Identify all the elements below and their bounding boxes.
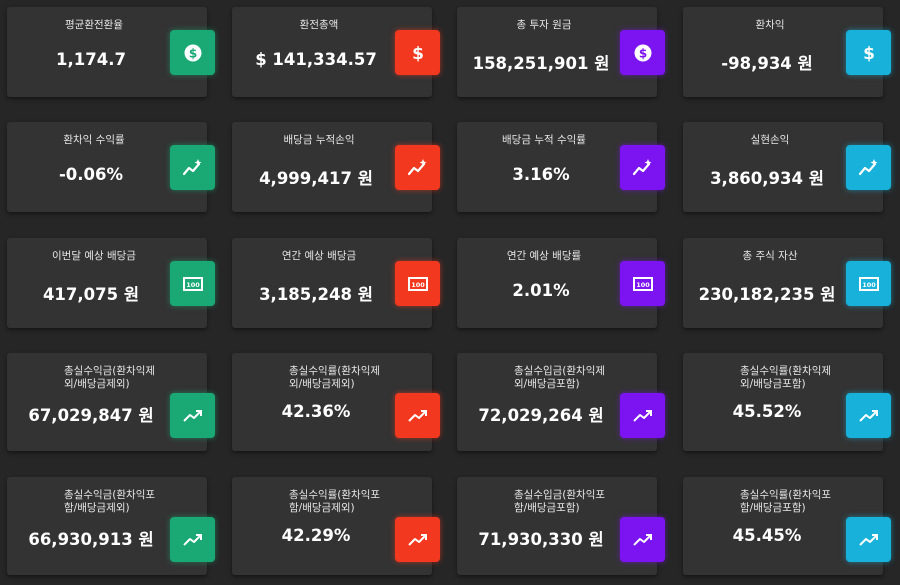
- card-title: 총실수익률(환차익제외/배당금제외): [289, 365, 381, 390]
- card-real-income-incl-fx-incl-div: 총실수입금(환차익포함/배당금포함) 71,930,330 원: [457, 477, 665, 575]
- card-month-dividend-estimate: 이번달 예상 배당금 417,075 원 100: [7, 238, 215, 328]
- card-dividend-return-rate: 배당금 누적 수익률 3.16%: [457, 122, 665, 212]
- dollar-coin-icon: $: [170, 30, 215, 75]
- banknote-icon: 100: [846, 261, 891, 306]
- card-real-return-incl-fx-incl-div: 총실수익률(환차익포함/배당금포함) 45.45%: [683, 477, 891, 575]
- card-real-return-excl-fx-incl-div: 총실수익률(환차익제외/배당금포함) 45.52%: [683, 353, 891, 451]
- card-total-principal: 총 투자 원금 158,251,901 원 $: [457, 7, 665, 97]
- svg-text:$: $: [863, 44, 875, 63]
- card-title: 평균환전환율: [65, 19, 123, 31]
- svg-text:100: 100: [411, 281, 425, 289]
- card-title: 배당금 누적손익: [283, 134, 355, 146]
- card-fx-return-rate: 환차익 수익률 -0.06%: [7, 122, 215, 212]
- dollar-sign-icon: $: [846, 30, 891, 75]
- svg-text:$: $: [412, 44, 424, 63]
- card-value: 42.29%: [281, 526, 351, 545]
- card-title: 배당금 누적 수익률: [502, 134, 586, 146]
- card-value: 1,174.7: [56, 50, 126, 69]
- trending-up-icon: [170, 517, 215, 562]
- card-total-exchange: 환전총액 $ 141,334.57 $: [232, 7, 440, 97]
- card-title: 환차익 수익률: [63, 134, 125, 146]
- trending-up-icon: [395, 393, 440, 438]
- card-value: 66,930,913 원: [28, 530, 154, 549]
- trending-up-icon: [620, 517, 665, 562]
- card-real-profit-excl-fx-excl-div: 총실수익금(환차익제외/배당금제외) 67,029,847 원: [7, 353, 215, 451]
- svg-text:100: 100: [186, 281, 200, 289]
- dollar-sign-icon: $: [395, 30, 440, 75]
- card-value: -0.06%: [58, 165, 124, 184]
- card-value: 42.36%: [281, 402, 351, 421]
- card-value: 4,999,417 원: [259, 169, 373, 188]
- sparkle-chart-icon: [846, 145, 891, 190]
- card-title: 총실수익률(환차익제외/배당금포함): [740, 365, 832, 390]
- card-fx-gain: 환차익 -98,934 원 $: [683, 7, 891, 97]
- banknote-icon: 100: [395, 261, 440, 306]
- card-value: 158,251,901 원: [472, 54, 610, 73]
- card-value: 3.16%: [512, 165, 570, 184]
- trending-up-icon: [395, 517, 440, 562]
- banknote-icon: 100: [620, 261, 665, 306]
- svg-text:$: $: [638, 46, 646, 60]
- card-title: 총실수익금(환차익제외/배당금제외): [64, 365, 156, 390]
- card-annual-dividend-yield: 연간 예상 배당률 2.01% 100: [457, 238, 665, 328]
- card-title: 실현손익: [750, 134, 790, 146]
- trending-up-icon: [846, 517, 891, 562]
- dollar-coin-icon: $: [620, 30, 665, 75]
- card-title: 총 투자 원금: [516, 19, 572, 31]
- card-value: 230,182,235 원: [698, 285, 836, 304]
- card-real-return-excl-fx-excl-div: 총실수익률(환차익제외/배당금제외) 42.36%: [232, 353, 440, 451]
- card-value: 417,075 원: [42, 285, 140, 304]
- sparkle-chart-icon: [620, 145, 665, 190]
- card-annual-dividend-estimate: 연간 예상 배당금 3,185,248 원 100: [232, 238, 440, 328]
- card-title: 이번달 예상 배당금: [52, 250, 136, 262]
- card-value: 45.45%: [732, 526, 802, 545]
- card-title: 연간 예상 배당금: [281, 250, 357, 262]
- card-title: 총실수입금(환차익제외/배당금포함): [514, 365, 606, 390]
- banknote-icon: 100: [170, 261, 215, 306]
- card-value: 3,185,248 원: [259, 285, 373, 304]
- trending-up-icon: [170, 393, 215, 438]
- card-real-return-incl-fx-excl-div: 총실수익률(환차익포함/배당금제외) 42.29%: [232, 477, 440, 575]
- card-realized-pnl: 실현손익 3,860,934 원: [683, 122, 891, 212]
- svg-text:$: $: [188, 46, 196, 60]
- card-title: 총 주식 자산: [742, 250, 798, 262]
- sparkle-chart-icon: [395, 145, 440, 190]
- card-value: 3,860,934 원: [710, 169, 824, 188]
- card-value: $ 141,334.57: [255, 50, 377, 69]
- card-value: 45.52%: [732, 402, 802, 421]
- card-title: 환차익: [755, 19, 785, 31]
- card-value: 71,930,330 원: [478, 530, 604, 549]
- card-title: 총실수입금(환차익포함/배당금포함): [514, 489, 606, 514]
- card-avg-exchange-rate: 평균환전환율 1,174.7 $: [7, 7, 215, 97]
- card-title: 연간 예상 배당률: [506, 250, 582, 262]
- card-title: 총실수익률(환차익포함/배당금포함): [740, 489, 832, 514]
- trending-up-icon: [620, 393, 665, 438]
- card-real-income-excl-fx-incl-div: 총실수입금(환차익제외/배당금포함) 72,029,264 원: [457, 353, 665, 451]
- card-value: 72,029,264 원: [478, 406, 604, 425]
- card-value: 2.01%: [512, 281, 570, 300]
- trending-up-icon: [846, 393, 891, 438]
- card-total-stock-assets: 총 주식 자산 230,182,235 원 100: [683, 238, 891, 328]
- svg-text:100: 100: [636, 281, 650, 289]
- card-value: 67,029,847 원: [28, 406, 154, 425]
- card-real-profit-incl-fx-excl-div: 총실수익금(환차익포함/배당금제외) 66,930,913 원: [7, 477, 215, 575]
- card-value: -98,934 원: [721, 54, 813, 73]
- card-title: 환전총액: [299, 19, 339, 31]
- card-title: 총실수익률(환차익포함/배당금제외): [289, 489, 381, 514]
- card-title: 총실수익금(환차익포함/배당금제외): [64, 489, 156, 514]
- card-dividend-cumulative: 배당금 누적손익 4,999,417 원: [232, 122, 440, 212]
- sparkle-chart-icon: [170, 145, 215, 190]
- svg-text:100: 100: [862, 281, 876, 289]
